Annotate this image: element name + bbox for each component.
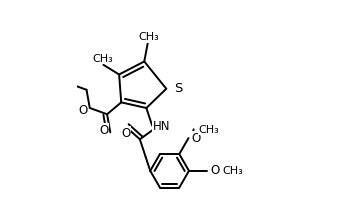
- Text: CH₃: CH₃: [92, 54, 113, 64]
- Text: O: O: [191, 132, 200, 145]
- Text: O: O: [78, 104, 88, 116]
- Text: O: O: [122, 127, 131, 140]
- Text: S: S: [174, 82, 183, 95]
- Text: HN: HN: [153, 120, 170, 133]
- Text: CH₃: CH₃: [199, 125, 219, 135]
- Text: O: O: [210, 164, 219, 177]
- Text: CH₃: CH₃: [223, 166, 244, 176]
- Text: CH₃: CH₃: [138, 32, 159, 42]
- Text: O: O: [99, 124, 108, 137]
